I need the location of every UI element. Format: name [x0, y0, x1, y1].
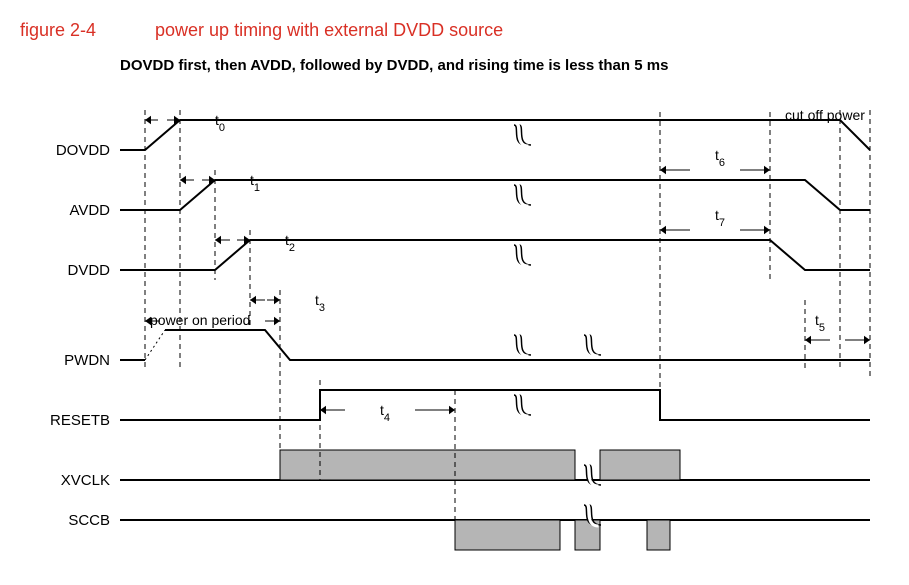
svg-text:PWDN: PWDN: [64, 352, 110, 369]
svg-text:t4: t4: [380, 402, 390, 424]
svg-text:t7: t7: [715, 207, 725, 229]
svg-text:cut off power: cut off power: [785, 107, 865, 123]
svg-text:t2: t2: [285, 232, 295, 254]
svg-text:RESETB: RESETB: [50, 412, 110, 429]
svg-text:t1: t1: [250, 172, 260, 194]
svg-text:AVDD: AVDD: [69, 202, 110, 219]
figure-subtitle: DOVDD first, then AVDD, followed by DVDD…: [120, 57, 889, 74]
svg-text:DOVDD: DOVDD: [56, 142, 110, 159]
timing-svg: DOVDD AVDD DVDD PWDN RESETB XVCLK SCCB t0 t1 t2 t3…: [20, 80, 880, 560]
timing-diagram: DOVDD AVDD DVDD PWDN RESETB XVCLK SCCB t0 t1 t2 t3…: [20, 80, 880, 565]
figure-title: figure 2-4 power up timing with external…: [20, 20, 889, 41]
svg-text:t3: t3: [315, 292, 325, 314]
svg-text:t0: t0: [215, 112, 225, 134]
figure-number: figure 2-4: [20, 20, 150, 41]
svg-text:XVCLK: XVCLK: [61, 472, 110, 489]
svg-text:power on period: power on period: [150, 312, 250, 328]
svg-text:t6: t6: [715, 147, 725, 169]
figure-caption: power up timing with external DVDD sourc…: [155, 20, 503, 40]
svg-text:t5: t5: [815, 312, 825, 334]
svg-text:DVDD: DVDD: [67, 262, 110, 279]
svg-text:SCCB: SCCB: [68, 512, 110, 529]
